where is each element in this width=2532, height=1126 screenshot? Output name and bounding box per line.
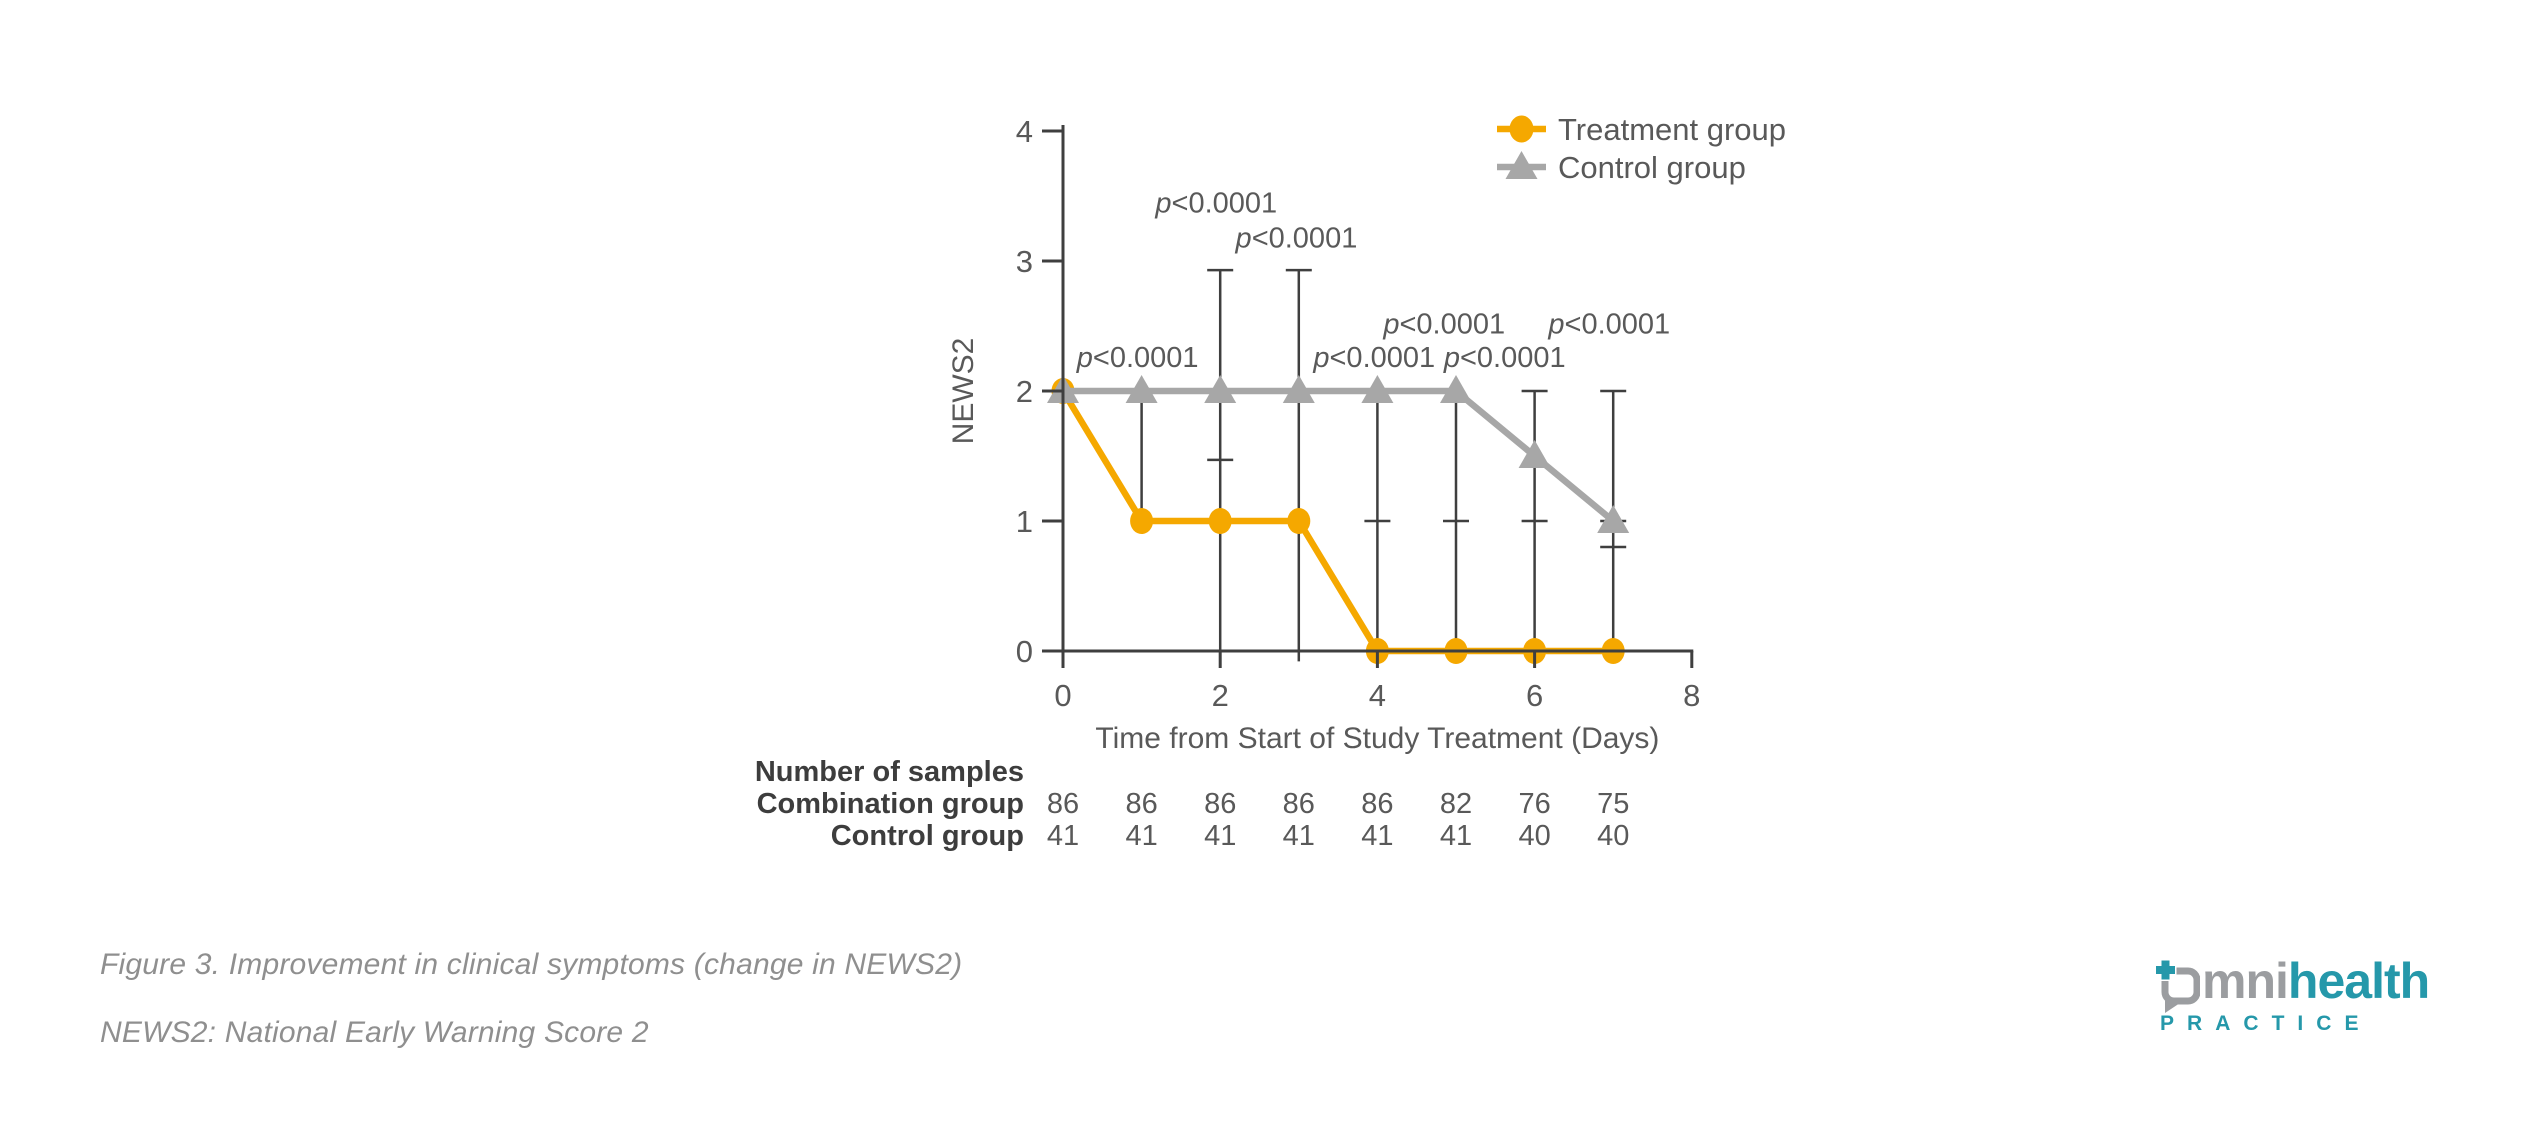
x-tick-label: 0 (1054, 678, 1071, 713)
y-tick-label: 1 (1016, 504, 1033, 539)
legend-label: Treatment group (1558, 112, 1786, 147)
y-tick-label: 2 (1016, 374, 1033, 409)
p-value-label: p<0.0001 (1443, 342, 1566, 374)
control-point (1125, 375, 1158, 403)
treatment-point (1287, 508, 1311, 534)
tick-labels: 0 1 2 3 4 0 2 4 6 8 (1016, 114, 1701, 713)
samples-value: 75 (1597, 788, 1629, 820)
samples-value: 86 (1047, 788, 1079, 820)
samples-value: 41 (1047, 820, 1079, 852)
treatment-point (1208, 508, 1232, 534)
samples-value: 86 (1361, 788, 1393, 820)
logo-bubble-o-icon (2156, 959, 2200, 1013)
samples-value: 41 (1125, 820, 1157, 852)
legend-treatment-marker-icon (1509, 115, 1534, 143)
logo-word-highlight: health (2287, 953, 2430, 1009)
samples-value: 41 (1204, 820, 1236, 852)
p-value-label: p<0.0001 (1076, 342, 1199, 374)
samples-value: 86 (1204, 788, 1236, 820)
samples-row-label: Control group (831, 820, 1024, 852)
axes (1042, 125, 1694, 668)
control-point (1282, 375, 1315, 403)
samples-value: 41 (1361, 820, 1393, 852)
x-tick-label: 2 (1212, 678, 1229, 713)
samples-value: 76 (1518, 788, 1550, 820)
control-point (1597, 505, 1630, 533)
samples-value: 41 (1283, 820, 1315, 852)
legend-label: Control group (1558, 150, 1746, 185)
samples-value: 40 (1597, 820, 1629, 852)
legend-control-marker-icon (1505, 151, 1538, 179)
samples-value: 86 (1125, 788, 1157, 820)
omnihealth-logo: mni health PRACTICE (2156, 956, 2456, 1036)
figure-caption: Figure 3. Improvement in clinical sympto… (100, 948, 963, 981)
y-tick-label: 4 (1016, 114, 1033, 149)
x-axis-title: Time from Start of Study Treatment (Days… (1095, 722, 1659, 755)
control-point (1440, 375, 1472, 403)
abbreviation-note: NEWS2: National Early Warning Score 2 (100, 1016, 649, 1049)
samples-value: 41 (1440, 820, 1472, 852)
p-value-annotations: p<0.0001p<0.0001p<0.0001p<0.0001p<0.0001… (1076, 188, 1670, 375)
logo-word-rest: mni (2202, 953, 2289, 1009)
p-value-label: p<0.0001 (1154, 188, 1277, 220)
p-value-label: p<0.0001 (1547, 308, 1670, 340)
samples-value: 40 (1518, 820, 1550, 852)
control-point (1204, 375, 1237, 403)
y-tick-label: 3 (1016, 244, 1033, 279)
y-tick-label: 0 (1016, 634, 1033, 669)
p-value-label: p<0.0001 (1235, 223, 1358, 255)
p-value-label: p<0.0001 (1382, 308, 1505, 340)
control-point (1518, 440, 1551, 468)
samples-row-label: Combination group (757, 788, 1024, 820)
samples-value: 82 (1440, 788, 1472, 820)
samples-table-title: Number of samples (755, 756, 1024, 788)
x-tick-label: 8 (1683, 678, 1700, 713)
logo-practice-label: PRACTICE (2160, 1012, 2372, 1035)
samples-value: 86 (1283, 788, 1315, 820)
control-point (1361, 375, 1394, 403)
logo-wordmark: mni health (2156, 953, 2456, 1013)
treatment-point (1130, 508, 1154, 534)
x-tick-label: 4 (1369, 678, 1386, 713)
x-tick-label: 6 (1526, 678, 1543, 713)
y-axis-title: NEWS2 (947, 338, 980, 445)
p-value-label: p<0.0001 (1312, 342, 1435, 374)
